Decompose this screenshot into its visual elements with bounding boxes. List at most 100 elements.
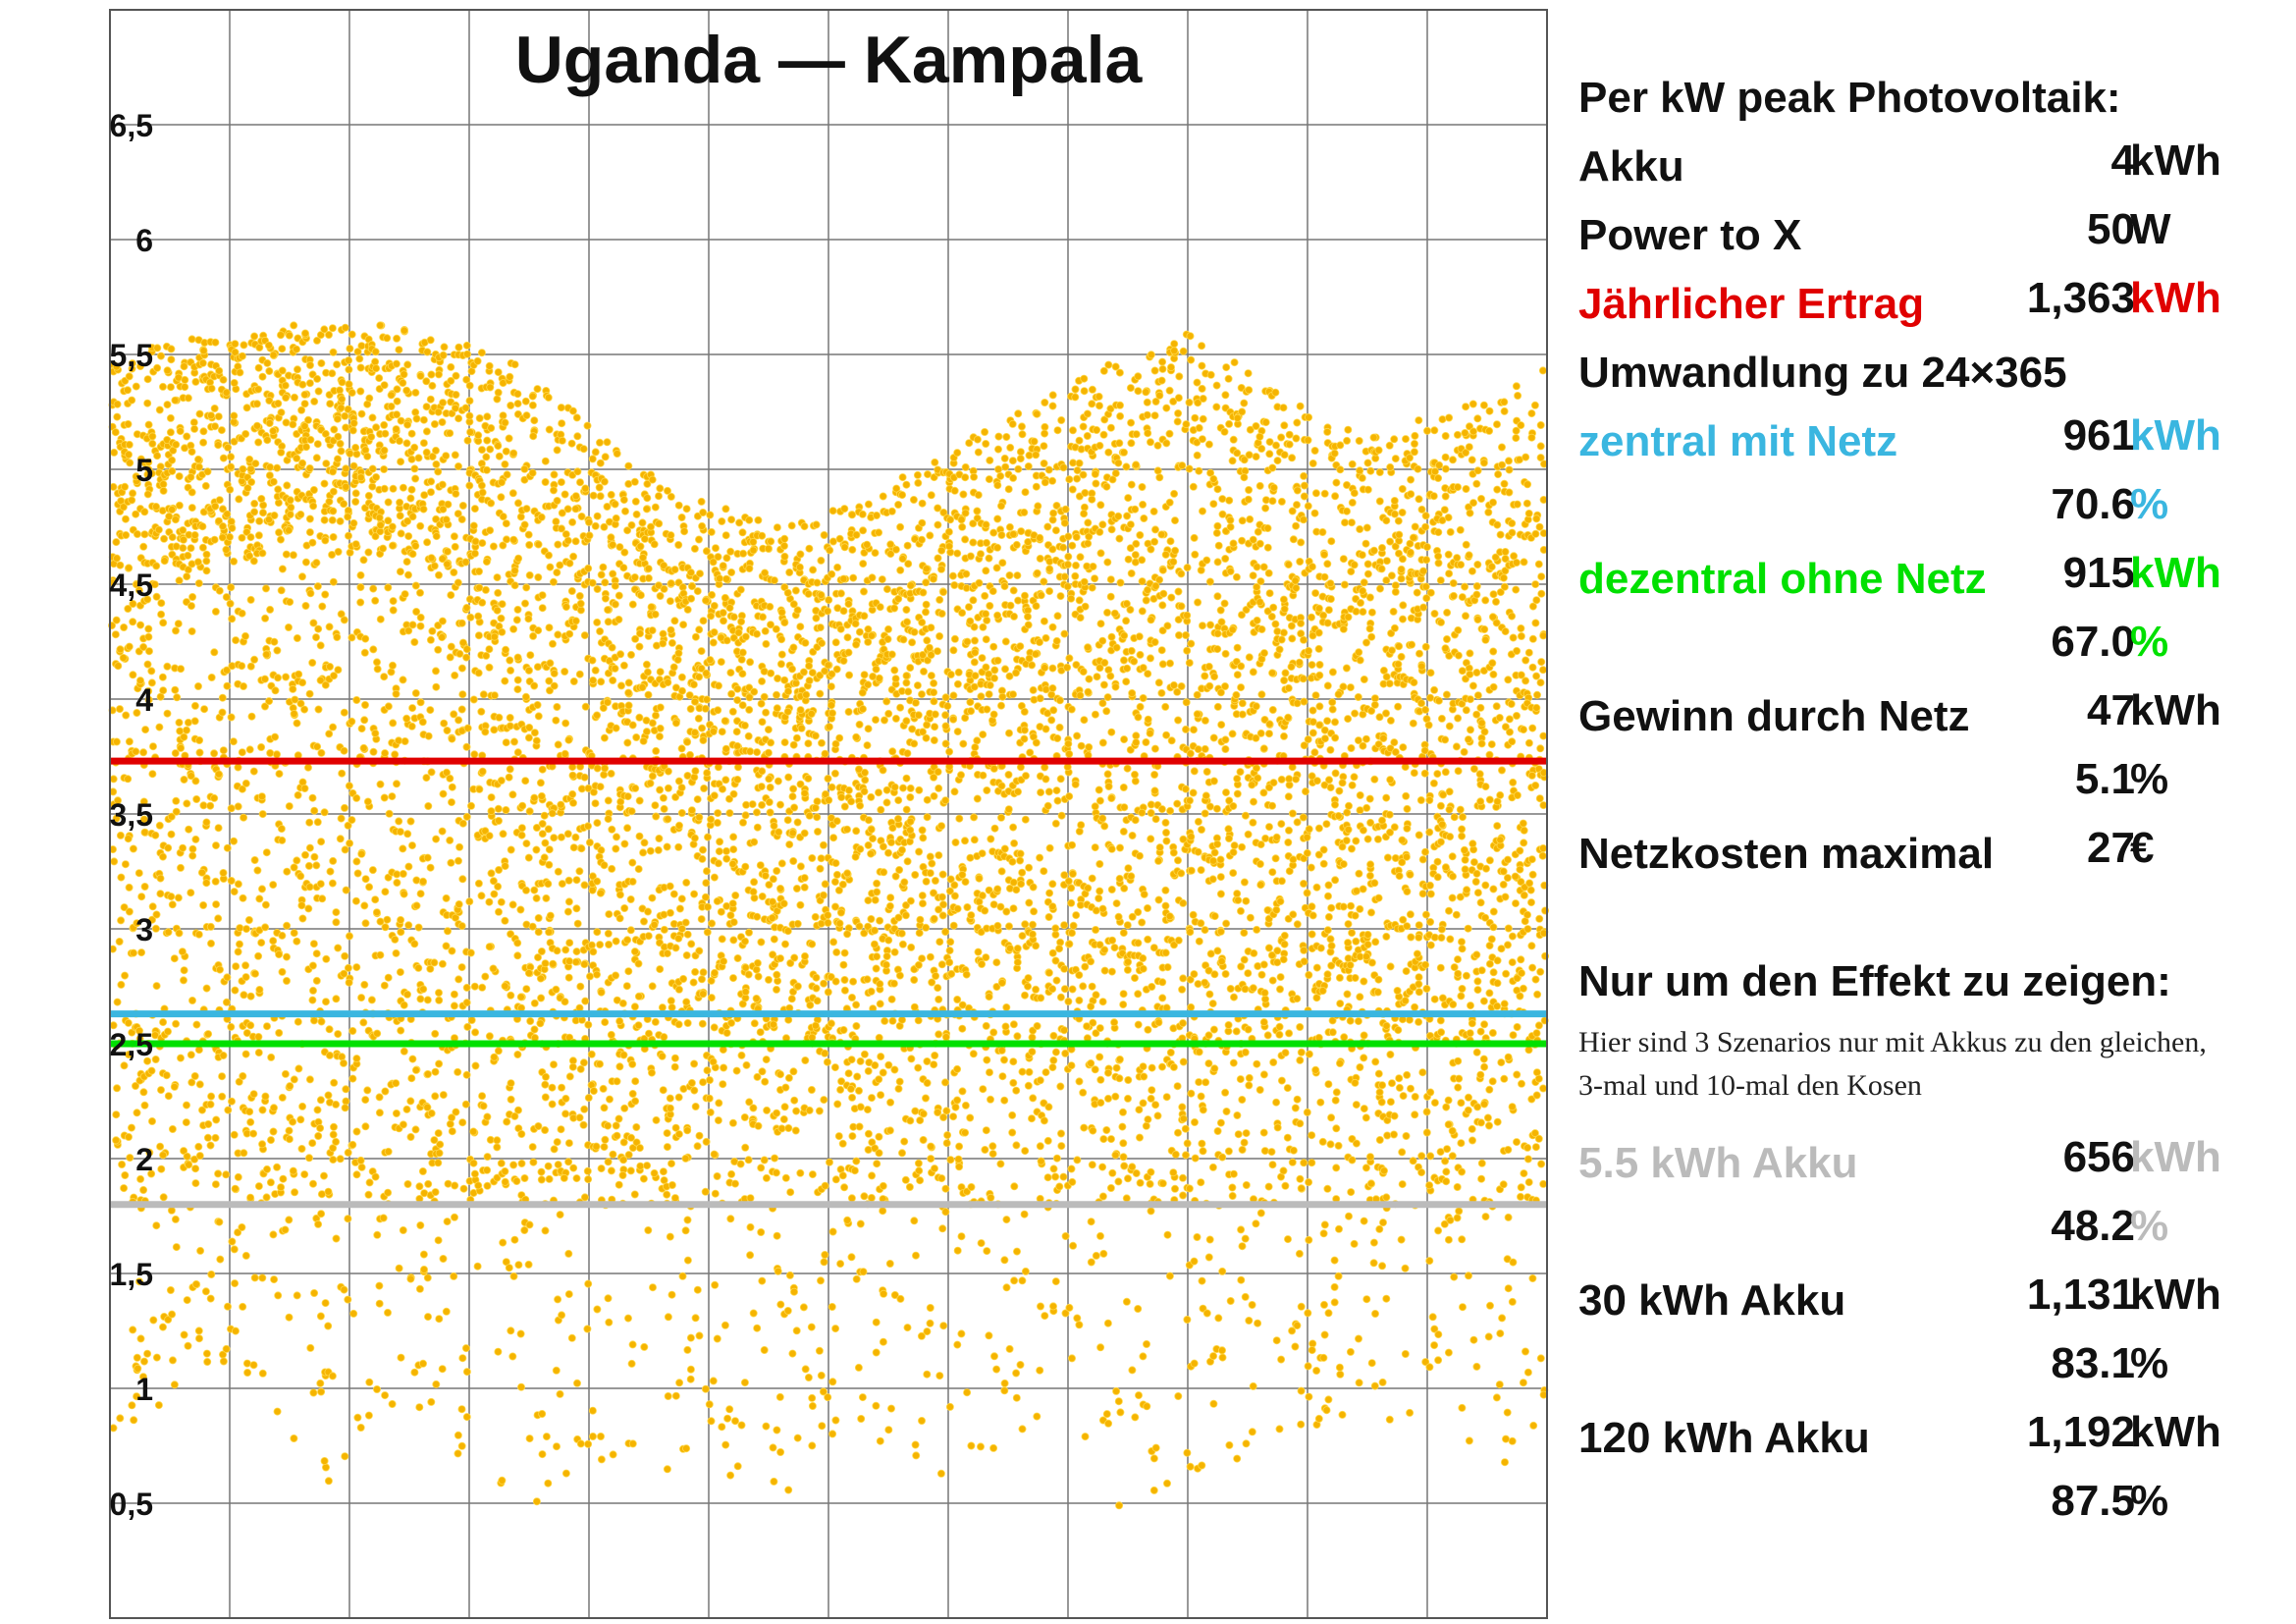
data-point [577,785,586,793]
data-point [526,1017,535,1026]
data-point [301,602,310,611]
data-point [804,739,813,748]
data-point [234,1172,242,1181]
data-point [619,496,628,505]
data-point [298,380,307,389]
data-point [717,658,725,667]
data-point [835,919,844,928]
data-point [722,846,731,855]
data-point [643,1162,652,1170]
data-point [329,507,338,515]
data-point [592,1142,601,1151]
data-point [852,1022,861,1031]
data-point [677,809,686,818]
data-point [652,711,661,720]
data-point [423,1313,432,1322]
data-point [448,947,456,955]
data-point [720,617,728,625]
data-point [228,615,237,623]
data-point [399,1120,407,1129]
data-point [149,1316,158,1325]
data-point [557,800,565,809]
data-point [899,635,908,644]
data-point [275,770,284,779]
data-point [843,825,852,834]
data-point [867,792,876,801]
data-point [699,509,708,517]
data-point [206,1100,215,1109]
data-point [597,677,606,686]
data-point [741,632,750,641]
data-point [860,787,869,796]
data-point [407,429,416,438]
data-point [361,919,370,928]
data-point [585,839,594,847]
data-point [325,623,334,631]
data-point [252,400,261,408]
data-point [510,737,519,746]
data-point [412,901,421,910]
data-point [882,585,891,594]
data-point [754,972,763,981]
data-point [454,578,462,587]
data-point [750,1019,759,1028]
data-point [305,528,314,537]
data-point [656,965,665,974]
data-point [828,537,837,546]
data-point [203,1358,212,1367]
data-point [569,1164,578,1172]
data-point [183,1152,191,1161]
data-point [648,893,657,902]
data-point [218,1092,227,1101]
data-point [707,612,716,621]
data-point [328,324,337,333]
data-point [485,943,494,951]
data-point [532,845,541,854]
data-point [587,1050,596,1058]
data-point [346,345,354,353]
data-point [584,1439,593,1448]
data-point [671,719,680,728]
data-point [387,402,396,410]
data-point [674,1020,683,1029]
data-point [131,1082,139,1091]
data-point [728,899,737,908]
data-point [532,1497,541,1506]
data-point [342,1085,350,1094]
data-point [308,986,317,995]
data-point [674,649,683,658]
data-point [399,483,407,492]
data-point [873,879,881,888]
data-point [356,1156,365,1164]
data-point [345,932,353,941]
data-point [285,331,294,340]
data-point [780,1103,789,1111]
data-point [222,1344,231,1353]
data-point [308,961,317,970]
data-point [395,437,403,446]
data-point [875,528,883,537]
data-point [324,1322,333,1330]
data-point [238,748,246,757]
data-point [784,687,793,696]
data-point [558,880,566,889]
data-point [756,861,765,870]
data-point [896,522,905,531]
data-point [341,845,349,854]
data-point [524,1260,533,1269]
data-point [738,648,747,657]
data-point [721,1321,729,1329]
data-point [466,613,475,622]
data-point [486,526,495,535]
data-point [644,1226,653,1235]
data-point [182,1101,190,1110]
data-point [584,1094,593,1103]
data-point [470,549,479,558]
data-point [285,526,294,535]
data-point [817,854,826,863]
data-point [364,1411,373,1420]
data-point [411,1125,420,1134]
data-point [585,531,594,540]
data-point [485,663,494,672]
data-point [379,1214,388,1222]
